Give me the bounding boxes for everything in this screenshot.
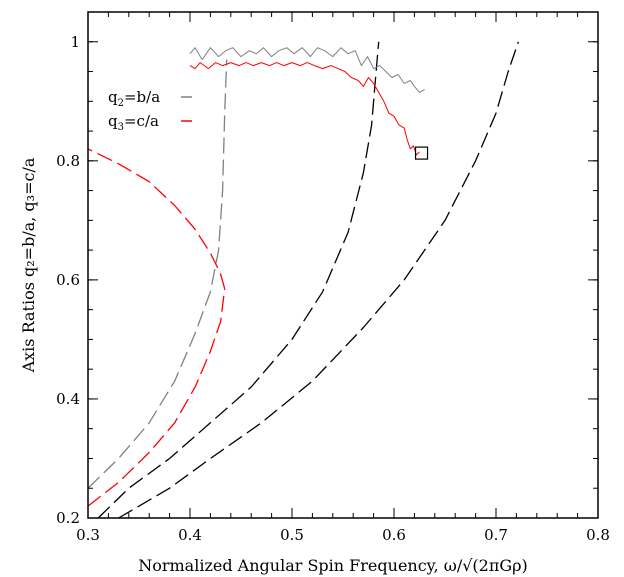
series-line-2	[87, 148, 226, 289]
series-line-5	[189, 47, 425, 93]
y-tick-label: 0.6	[56, 271, 80, 289]
y-tick-label: 1	[70, 33, 80, 51]
legend-label-0: q2=b/a	[108, 88, 160, 109]
series-line-6	[189, 62, 420, 156]
x-axis-title: Normalized Angular Spin Frequency, ω/√(2…	[138, 556, 528, 575]
x-tick-label: 0.8	[586, 526, 610, 544]
x-tick-label: 0.3	[76, 526, 100, 544]
y-tick-label: 0.4	[56, 390, 80, 408]
plot-lines	[87, 41, 520, 519]
ticks	[87, 11, 599, 519]
y-tick-label: 0.8	[56, 152, 80, 170]
x-tick-label: 0.7	[484, 526, 508, 544]
square-marker	[414, 146, 429, 160]
y-axis-title: Axis Ratios q₂=b/a, q₃=c/a	[19, 157, 38, 373]
series-line-4	[118, 41, 520, 519]
tick-labels: 0.3 0.4 0.5 0.6 0.7 0.8 0.2 0.4 0.6 0.8 1	[56, 33, 610, 544]
series-line-0	[87, 59, 228, 489]
legend-label-1: q3=c/a	[108, 112, 159, 133]
legend: q2=b/a q3=c/a	[108, 88, 192, 133]
x-tick-label: 0.6	[382, 526, 406, 544]
plot-frame	[87, 11, 599, 519]
y-tick-label: 0.2	[56, 509, 80, 527]
x-tick-label: 0.5	[280, 526, 304, 544]
series-line-1	[87, 288, 226, 507]
x-tick-label: 0.4	[178, 526, 202, 544]
series-line-3	[97, 41, 380, 519]
